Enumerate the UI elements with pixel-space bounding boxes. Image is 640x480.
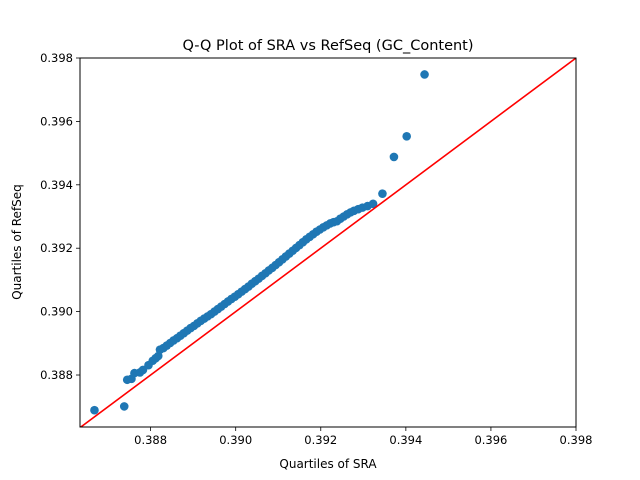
- y-tick-label: 0.398: [40, 51, 73, 65]
- y-axis-ticks: 0.388 0.390 0.392 0.394 0.396 0.398: [40, 51, 80, 382]
- x-tick-label: 0.390: [219, 433, 252, 447]
- data-point: [420, 70, 429, 79]
- y-tick-label: 0.392: [40, 241, 73, 255]
- y-tick-label: 0.388: [40, 368, 73, 382]
- x-tick-label: 0.396: [474, 433, 507, 447]
- y-axis-label: Quartiles of RefSeq: [10, 184, 24, 300]
- chart-title: Q-Q Plot of SRA vs RefSeq (GC_Content): [182, 38, 473, 54]
- y-tick-label: 0.390: [40, 305, 73, 319]
- data-points: [90, 70, 429, 415]
- x-axis-label: Quartiles of SRA: [279, 457, 377, 471]
- data-point: [378, 189, 387, 198]
- x-tick-label: 0.392: [304, 433, 337, 447]
- reference-line: [80, 58, 576, 427]
- y-tick-label: 0.394: [40, 178, 73, 192]
- x-tick-label: 0.394: [389, 433, 422, 447]
- data-point: [389, 152, 399, 162]
- data-point: [90, 405, 99, 415]
- x-tick-label: 0.388: [134, 433, 167, 447]
- y-tick-label: 0.396: [40, 114, 73, 128]
- plot-area-frame: [79, 57, 577, 428]
- data-point: [402, 132, 411, 141]
- x-tick-label: 0.398: [560, 433, 593, 447]
- data-point: [119, 402, 129, 411]
- x-axis-ticks: 0.388 0.390 0.392 0.394 0.396 0.398: [134, 427, 592, 447]
- data-point: [368, 199, 378, 209]
